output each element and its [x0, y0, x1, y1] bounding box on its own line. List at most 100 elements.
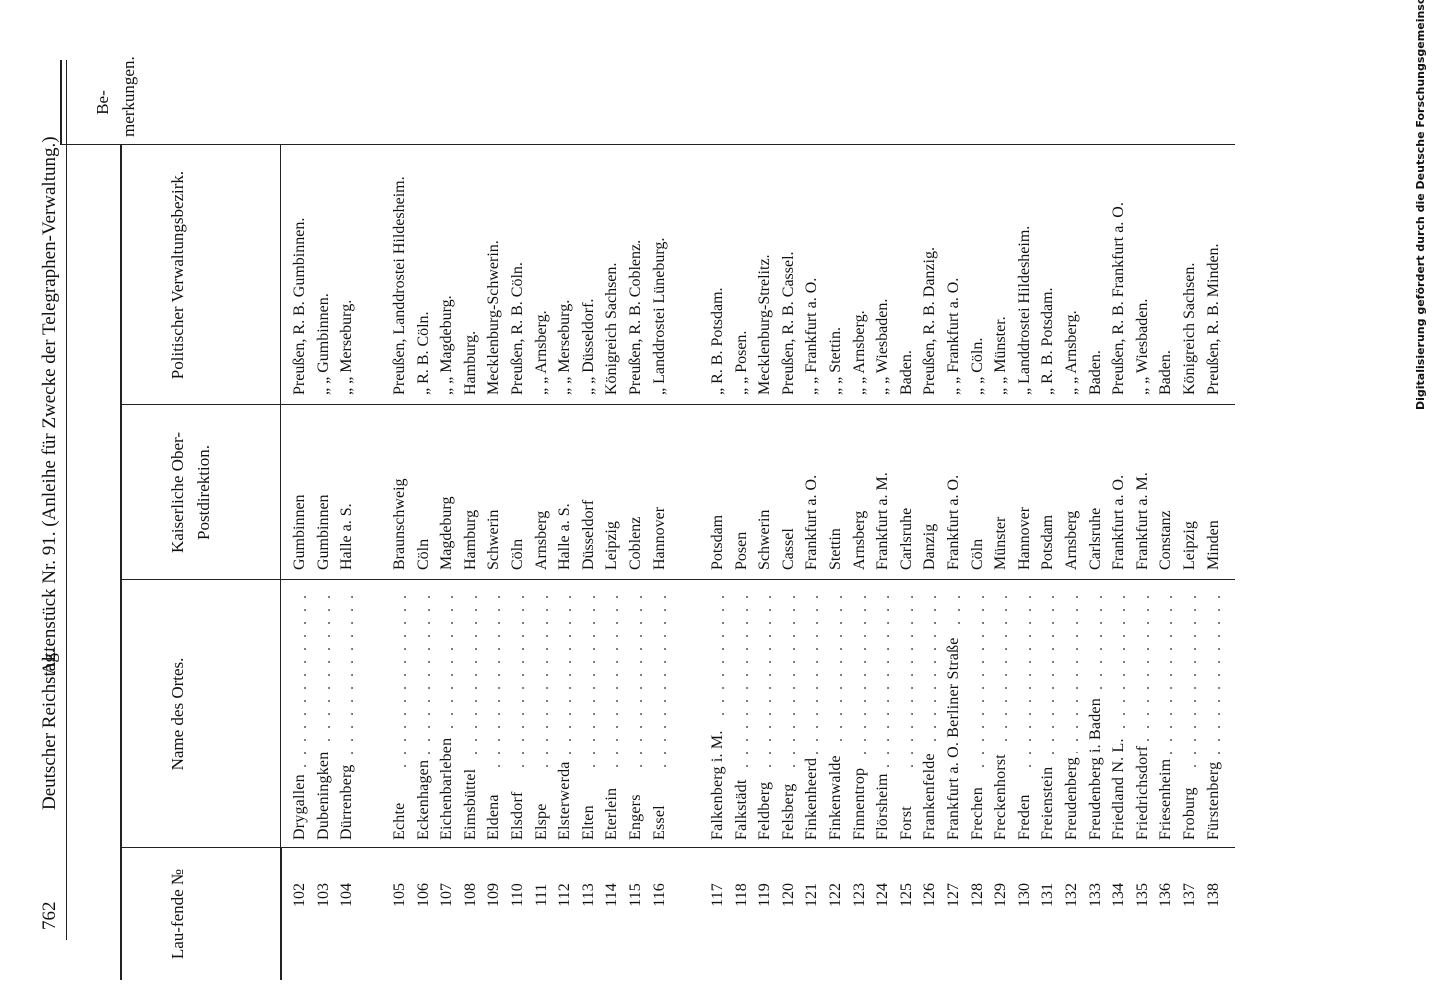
- post-directorate: Halle a. S.: [557, 503, 574, 570]
- post-directorate: Frankfurt a. M.: [1134, 472, 1151, 570]
- place-name-text: Eimsbüttel: [462, 764, 479, 840]
- post-directorate: Halle a. S.: [339, 503, 356, 570]
- post-directorate: Braunschweig: [392, 478, 408, 570]
- place-name: Elsterwerda: [557, 586, 574, 840]
- post-directorate: Hannover: [1016, 506, 1033, 570]
- post-directorate: Frankfurt a. O.: [1111, 474, 1128, 570]
- place-name-text: Friedland N. L.: [1111, 734, 1128, 840]
- column-line: [120, 404, 1235, 405]
- row-number: 107: [439, 883, 456, 907]
- row-number: 128: [969, 883, 986, 907]
- row-number: 131: [1040, 883, 1057, 907]
- place-name: Eichenbarleben: [439, 586, 456, 840]
- district: „ „ Merseburg.: [339, 299, 356, 395]
- post-directorate: Carlsruhe: [898, 507, 915, 570]
- row-number: 108: [462, 883, 479, 907]
- place-name: Finkenheerd: [804, 586, 821, 840]
- place-name: Elspe: [533, 586, 550, 840]
- row-number: 133: [1087, 883, 1104, 907]
- row-number: 102: [292, 883, 308, 907]
- place-name: Frechen: [969, 586, 986, 840]
- post-directorate: Hamburg: [462, 509, 479, 570]
- place-name: Engers: [628, 586, 644, 840]
- place-name: Forst: [898, 586, 915, 840]
- post-directorate: Frankfurt a. M.: [875, 472, 892, 570]
- row-number: 138: [1205, 883, 1222, 907]
- post-directorate: Schwerin: [757, 509, 774, 570]
- place-name-text: Fürstenberg: [1205, 757, 1222, 840]
- post-directorate: Gumbinnen: [315, 494, 332, 570]
- place-name: Falkstädt: [733, 586, 750, 840]
- post-directorate: Arnsberg: [1064, 510, 1080, 570]
- place-name-text: Feldberg: [757, 777, 774, 840]
- district: „ „ Cöln.: [969, 337, 986, 395]
- row-number: 110: [510, 883, 526, 907]
- row-number: 104: [339, 883, 356, 907]
- district: „ „ Düsseldorf.: [580, 298, 597, 395]
- place-name: Friedland N. L.: [1111, 586, 1128, 840]
- place-name: Eldena: [486, 586, 503, 840]
- post-directorate: Cassel: [780, 528, 797, 570]
- district: Preußen, R. B. Frankfurt a. O.: [1111, 202, 1128, 395]
- district: Preußen, Landdrostei Hildesheim.: [392, 176, 408, 395]
- place-name: Freudenberg: [1064, 586, 1080, 840]
- district: „ „ Frankfurt a. O.: [946, 277, 962, 395]
- row-number: 106: [415, 883, 432, 907]
- place-name: Freckenhorst: [993, 586, 1010, 840]
- place-name-text: Finkenheerd: [804, 753, 821, 840]
- row-number: 116: [651, 883, 668, 907]
- row-number: 134: [1111, 883, 1128, 907]
- place-name-text: Elten: [580, 801, 597, 840]
- row-number: 132: [1064, 883, 1080, 907]
- table-line: [60, 60, 62, 145]
- post-directorate: Arnsberg: [851, 510, 868, 570]
- row-number: 119: [757, 883, 774, 907]
- row-number: 124: [875, 883, 892, 907]
- row-number: 121: [804, 883, 821, 907]
- post-directorate: Gumbinnen: [292, 494, 308, 570]
- row-number: 123: [851, 883, 868, 907]
- place-name-text: Echte: [392, 798, 408, 840]
- place-name: Friedrichsdorf: [1134, 586, 1151, 840]
- row-number: 137: [1182, 883, 1198, 907]
- place-name-text: Frankfurt a. O. Berliner Straße: [946, 633, 962, 840]
- place-name: Dürrenberg: [339, 586, 356, 840]
- district: „ „ Magdeburg.: [439, 295, 456, 395]
- place-name-text: Frechen: [969, 783, 986, 840]
- place-name-text: Dürrenberg: [339, 760, 356, 840]
- place-name-text: Elsterwerda: [557, 757, 574, 840]
- place-name: Falkenberg i. M.: [710, 586, 726, 840]
- column-line: [120, 579, 1235, 580]
- post-directorate: Cöln: [510, 538, 526, 570]
- place-name-text: Friesenheim: [1158, 754, 1175, 840]
- place-name-text: Forst: [898, 802, 915, 840]
- place-name-text: Eichenbarleben: [439, 733, 456, 840]
- post-directorate: Constanz: [1158, 510, 1175, 570]
- district: „ „ Stettin.: [828, 327, 844, 395]
- district: „ „ Arnsberg.: [1064, 310, 1080, 395]
- place-name: Freienstein: [1040, 586, 1057, 840]
- rule: [66, 60, 67, 940]
- place-name-text: Friedrichsdorf: [1134, 741, 1151, 840]
- place-name-text: Freienstein: [1040, 762, 1057, 840]
- place-name: Elten: [580, 586, 597, 840]
- place-name: Essel: [651, 586, 668, 840]
- place-name: Finkenwalde: [828, 586, 844, 840]
- place-name: Flörsheim: [875, 586, 892, 840]
- column-line: [120, 847, 1235, 848]
- district: Preußen, R. B. Coblenz.: [628, 239, 644, 395]
- place-name-text: Freudenberg i. Baden: [1087, 694, 1104, 840]
- district: „ „ Posen.: [733, 330, 750, 395]
- district: „ Landdrostei Lüneburg.: [651, 237, 668, 395]
- place-name: Eterlein: [604, 586, 621, 840]
- row-number: 114: [604, 883, 621, 907]
- post-directorate: Münster: [993, 516, 1010, 570]
- table-line: [280, 848, 282, 980]
- district: „ „ Wiesbaden.: [1134, 298, 1151, 395]
- district: „ „ Gumbinnen.: [315, 293, 332, 395]
- place-name: Frankenfelde: [922, 586, 939, 840]
- post-directorate: Potsdam: [1040, 514, 1057, 570]
- row-number: 125: [898, 883, 915, 907]
- place-name: Eimsbüttel: [462, 586, 479, 840]
